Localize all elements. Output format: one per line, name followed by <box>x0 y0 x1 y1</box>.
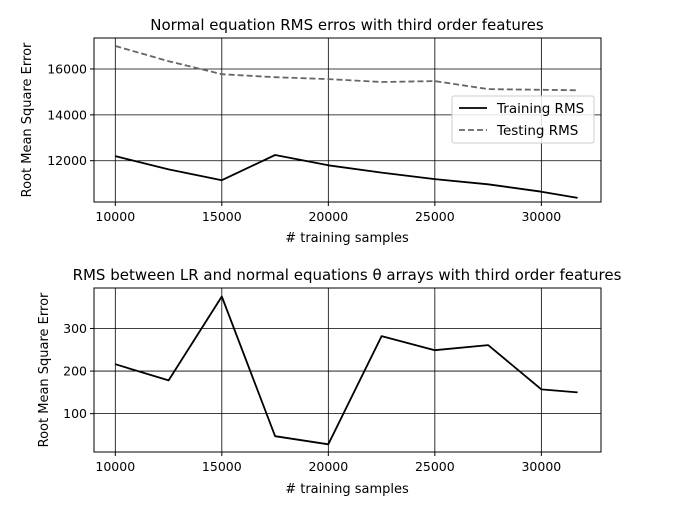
chart1-ytick-label: 12000 <box>47 153 87 168</box>
chart2-series <box>115 295 578 446</box>
chart2-xtick-label: 15000 <box>202 459 242 474</box>
chart2-ylabel: Root Mean Square Error <box>37 292 52 447</box>
chart2-xtick-label: 30000 <box>521 459 561 474</box>
chart1-series <box>115 45 578 199</box>
chart-rms-third-order: Normal equation RMS erros with third ord… <box>20 16 602 246</box>
chart2-ytick-label: 300 <box>63 321 87 336</box>
chart2-ticks: 10000 15000 20000 25000 30000 100 200 300 <box>63 321 561 474</box>
chart2-grid <box>94 288 601 452</box>
chart2-xlabel: # training samples <box>285 482 409 497</box>
chart1-series-line-0 <box>115 154 578 199</box>
chart-rms-theta-diff: RMS between LR and normal equations θ ar… <box>37 266 622 497</box>
chart1-ytick-label: 14000 <box>47 107 87 122</box>
chart1-xtick-label: 25000 <box>415 209 455 224</box>
chart2-ytick-label: 200 <box>63 364 87 379</box>
chart2-series-line-0 <box>115 295 578 446</box>
chart1-legend: Training RMS Testing RMS <box>451 95 595 144</box>
chart2-ytick-label: 100 <box>63 406 87 421</box>
chart1-xtick-label: 30000 <box>521 209 561 224</box>
chart1-xtick-label: 15000 <box>202 209 242 224</box>
chart2-title: RMS between LR and normal equations θ ar… <box>73 266 622 284</box>
chart1-ytick-label: 16000 <box>47 61 87 76</box>
chart1-ticks: 10000 15000 20000 25000 30000 12000 14000 16000 <box>47 61 561 224</box>
chart1-plot-frame <box>93 37 602 203</box>
chart2-xtick-label: 10000 <box>95 459 135 474</box>
chart1-ylabel: Root Mean Square Error <box>20 42 35 197</box>
chart1-xlabel: # training samples <box>285 231 409 246</box>
chart2-plot-frame <box>93 287 602 453</box>
chart2-xtick-label: 25000 <box>415 459 455 474</box>
legend-training-label: Training RMS <box>496 101 584 117</box>
legend-box <box>451 95 595 144</box>
chart2-xtick-label: 20000 <box>308 459 348 474</box>
chart1-xtick-label: 10000 <box>95 209 135 224</box>
legend-testing-label: Testing RMS <box>496 123 578 139</box>
chart1-xtick-label: 20000 <box>308 209 348 224</box>
chart1-series-line-1 <box>115 45 578 92</box>
chart1-title: Normal equation RMS erros with third ord… <box>150 16 544 34</box>
